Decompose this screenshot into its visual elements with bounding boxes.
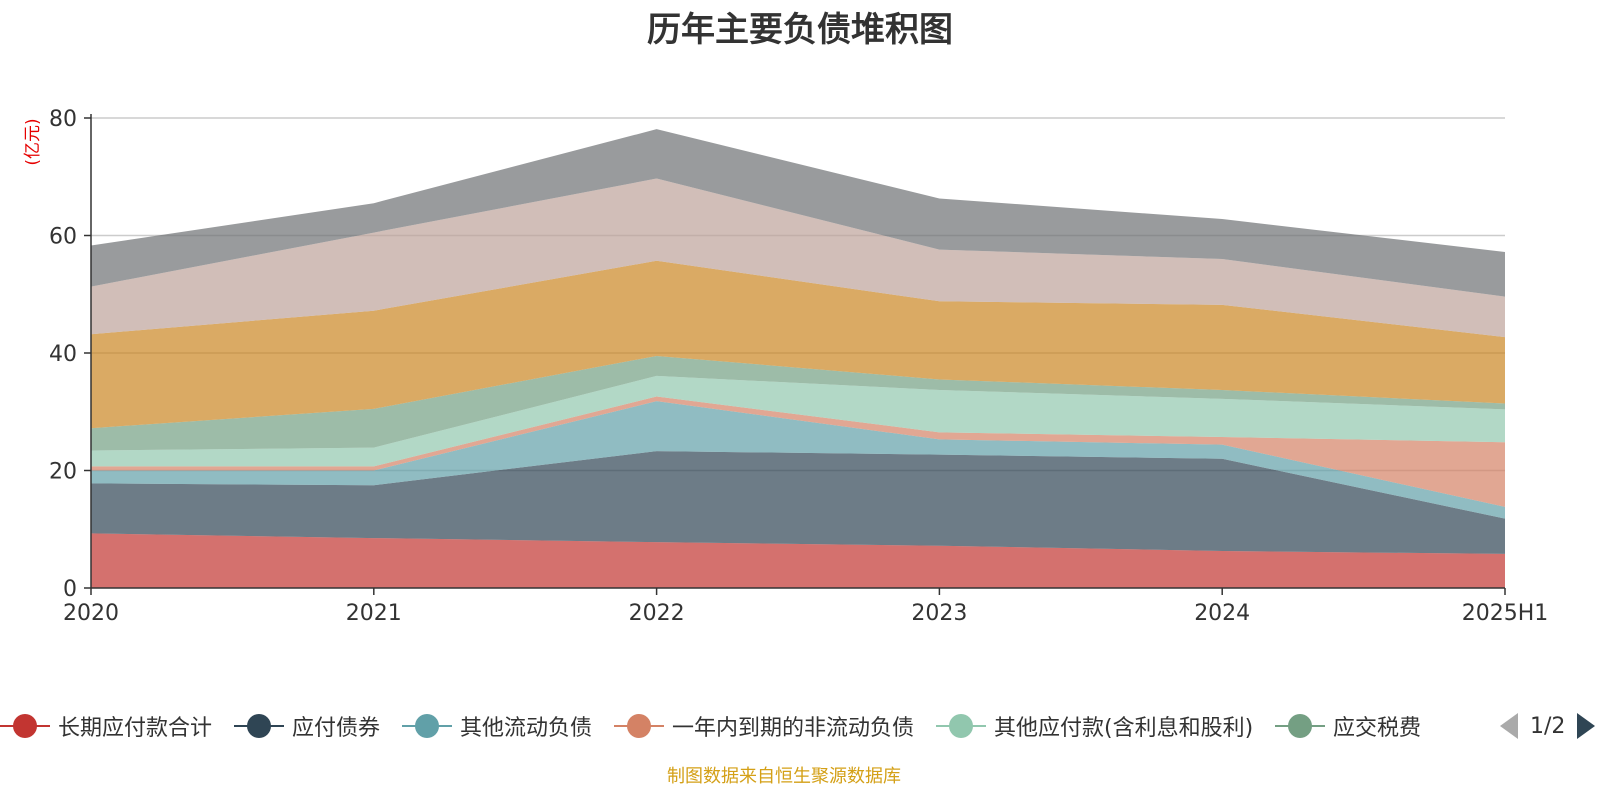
series-area-1 — [91, 533, 1505, 588]
legend-label: 一年内到期的非流动负债 — [672, 716, 915, 741]
legend-marker-icon — [234, 712, 284, 740]
y-tick-label: 60 — [49, 225, 77, 250]
series-area-4 — [91, 396, 1505, 507]
legend-marker-icon — [402, 712, 452, 740]
x-tick-label: 2024 — [1194, 601, 1250, 626]
x-tick-label: 2020 — [63, 601, 119, 626]
legend-prev-page-icon[interactable] — [1500, 713, 1518, 739]
legend-marker-icon — [614, 712, 664, 740]
x-tick-label: 2023 — [911, 601, 967, 626]
x-tick-label: 2021 — [346, 601, 402, 626]
legend-label: 其他应付款(含利息和股利) — [994, 716, 1254, 741]
legend-label: 其他流动负债 — [460, 716, 593, 741]
stacked-area-chart: 0 20 40 60 80 2020 2021 2022 2023 2024 2025H1 (亿元) — [23, 107, 1549, 626]
y-tick-label: 40 — [49, 342, 77, 367]
legend-label: 长期应付款合计 — [58, 716, 213, 741]
legend-marker-icon — [1275, 712, 1325, 740]
x-tick-label: 2022 — [629, 601, 685, 626]
series-area-6 — [91, 355, 1505, 451]
legend-item[interactable]: 应交税费 — [1275, 708, 1421, 744]
legend-next-page-icon[interactable] — [1577, 713, 1596, 739]
legend-label: 应付债券 — [292, 716, 381, 741]
series-area-5 — [91, 375, 1505, 467]
legend-label: 应交税费 — [1333, 716, 1422, 741]
series-area-7 — [91, 260, 1505, 429]
chart-title: 历年主要负债堆积图 — [647, 10, 953, 50]
legend-marker-icon — [936, 712, 986, 740]
data-source-note: 制图数据来自恒生聚源数据库 — [667, 766, 901, 787]
legend-item[interactable]: 一年内到期的非流动负债 — [614, 708, 914, 744]
legend-marker-icon — [0, 712, 50, 740]
legend-page-indicator: 1/2 — [1530, 713, 1566, 739]
legend-items: 长期应付款合计 应付债券 其他流动负债 一年内到期的非流动负债 其他应付款(含利息和股利… — [0, 708, 1480, 744]
y-tick-label: 0 — [63, 577, 77, 602]
y-axis-label: (亿元) — [23, 118, 43, 165]
series-area-3 — [91, 401, 1505, 519]
series-area-9 — [91, 129, 1505, 297]
legend: 长期应付款合计 应付债券 其他流动负债 一年内到期的非流动负债 其他应付款(含利息和股利… — [0, 708, 1600, 744]
series-area-2 — [91, 451, 1505, 554]
series-area-8 — [91, 178, 1505, 338]
legend-item[interactable]: 其他应付款(含利息和股利) — [936, 708, 1253, 744]
legend-item[interactable]: 其他流动负债 — [402, 708, 592, 744]
x-tick-label: 2025H1 — [1462, 601, 1549, 626]
legend-pager: 1/2 — [1500, 708, 1596, 744]
y-tick-label: 20 — [49, 460, 77, 485]
y-tick-label: 80 — [49, 107, 77, 132]
legend-item[interactable]: 应付债券 — [234, 708, 380, 744]
legend-item[interactable]: 长期应付款合计 — [0, 708, 212, 744]
